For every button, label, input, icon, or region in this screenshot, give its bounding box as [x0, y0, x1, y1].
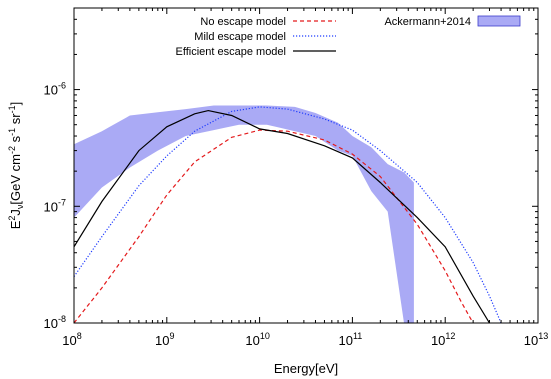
y-tick-exp: -7: [58, 197, 66, 207]
x-tick-label: 1011: [338, 331, 362, 348]
series-line-1: [74, 129, 474, 323]
x-tick-label: 1012: [431, 331, 455, 348]
y-label-sup4: -1: [7, 105, 17, 113]
y-label-tail: [GeV cm: [8, 154, 23, 205]
legend-label: No escape model: [200, 16, 286, 28]
y-tick-label: 10-6: [44, 81, 66, 98]
x-tick-label: 1010: [245, 331, 269, 348]
y-tick-exp: -6: [58, 81, 66, 91]
series-layer: [74, 106, 502, 323]
legend-swatch-band: [477, 15, 521, 27]
x-tick-exp: 9: [170, 331, 175, 341]
x-tick-label: 108: [62, 331, 81, 348]
y-tick-label: 10-8: [44, 314, 66, 331]
x-tick-base: 10: [62, 333, 76, 348]
y-label-main: E: [8, 220, 23, 229]
series-line-2: [74, 106, 502, 323]
y-label-end: ]: [8, 102, 23, 106]
y-tick-base: 10: [44, 199, 58, 214]
x-tick-exp: 11: [353, 331, 362, 341]
series-line-3: [74, 109, 491, 323]
y-tick-label: 10-7: [44, 197, 66, 214]
x-tick-label: 1013: [524, 331, 548, 348]
y-label-s: s: [8, 135, 23, 146]
x-tick-base: 10: [431, 333, 445, 348]
y-tick-exp: -8: [58, 314, 66, 324]
x-axis-label: Energy[eV]: [274, 361, 338, 376]
y-label-sup3: -1: [7, 128, 17, 136]
legend-label: Efficient escape model: [176, 46, 286, 58]
y-label-sup1: 2: [7, 216, 17, 221]
x-tick-base: 10: [155, 333, 169, 348]
y-tick-base: 10: [44, 316, 58, 331]
x-tick-exp: 13: [538, 331, 548, 341]
x-tick-exp: 12: [445, 331, 455, 341]
y-label-sup2: -2: [7, 146, 17, 154]
y-tick-base: 10: [44, 83, 58, 98]
x-tick-label: 109: [155, 331, 174, 348]
y-label-sr: sr: [8, 113, 23, 128]
legend-label: Mild escape model: [194, 31, 286, 43]
x-tick-exp: 8: [77, 331, 82, 341]
x-tick-base: 10: [524, 333, 538, 348]
y-label-sub: ν: [15, 204, 25, 209]
x-tick-base: 10: [338, 333, 352, 348]
y-axis-label: E2Jν[GeV cm-2 s-1 sr-1]: [7, 102, 25, 230]
plot-frame: [73, 7, 539, 324]
x-tick-exp: 10: [260, 331, 270, 341]
y-label-mid: J: [8, 209, 23, 216]
x-tick-base: 10: [245, 333, 259, 348]
legend-label-band: Ackermann+2014: [384, 16, 471, 28]
legend-layer: No escape model Mild escape model Efficien…: [176, 15, 521, 58]
